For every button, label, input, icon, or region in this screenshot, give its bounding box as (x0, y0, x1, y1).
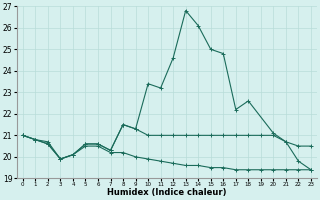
X-axis label: Humidex (Indice chaleur): Humidex (Indice chaleur) (107, 188, 227, 197)
